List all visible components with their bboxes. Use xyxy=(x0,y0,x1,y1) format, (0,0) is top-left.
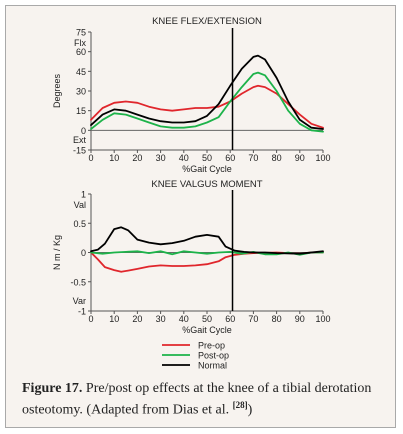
chart1-series-normal-line xyxy=(90,54,324,130)
chart1-x-axis-label: %Gait Cycle xyxy=(182,164,232,174)
chart2-series-normal-line xyxy=(90,226,324,255)
chart1-y-tick-label: 15 xyxy=(76,106,86,116)
chart2-x-axis-label: %Gait Cycle xyxy=(182,325,232,335)
figure-frame xyxy=(5,5,396,428)
chart2-x-tick-label: 100 xyxy=(315,314,330,324)
caption-end: ) xyxy=(247,402,253,418)
legend-post-op-label: Post-op xyxy=(198,351,229,361)
chart2-x-tick-label: 70 xyxy=(248,314,258,324)
chart1-series-pre-op-line xyxy=(90,84,324,129)
chart2-x-tick-label: 10 xyxy=(109,314,119,324)
chart1-y-tick-label: 75 xyxy=(76,28,86,38)
chart1-x-tick-label: 90 xyxy=(295,153,305,163)
figure-caption: Figure 17. Pre/post op effects at the kn… xyxy=(22,380,392,419)
chart2-x-tick-label: 30 xyxy=(156,314,166,324)
chart1-y-tick-label: 30 xyxy=(76,87,86,97)
legend-pre-op-label: Pre-op xyxy=(198,341,225,351)
chart2-x-tick-label: 50 xyxy=(202,314,212,324)
chart2-y-tick-label: -0.5 xyxy=(70,277,86,287)
chart1-bottom-direction-label: Ext xyxy=(73,135,87,145)
chart1-x-tick-label: 20 xyxy=(132,153,142,163)
chart2-y-tick-label: 0.5 xyxy=(73,219,86,229)
chart1-x-tick-label: 70 xyxy=(248,153,258,163)
caption-reference: [28] xyxy=(232,400,248,410)
chart2-series-pre-op-line xyxy=(90,251,324,273)
chart1-x-tick-label: 30 xyxy=(156,153,166,163)
chart2-x-tick-label: 20 xyxy=(132,314,142,324)
chart2-x-tick-label: 60 xyxy=(225,314,235,324)
chart1-x-tick-label: 0 xyxy=(88,153,93,163)
chart2-top-direction-label: Val xyxy=(74,200,86,210)
chart2-x-tick-label: 0 xyxy=(88,314,93,324)
chart2-x-tick-label: 40 xyxy=(179,314,189,324)
caption-label: Figure 17. xyxy=(22,381,83,396)
chart2-bottom-direction-label: Var xyxy=(73,296,86,306)
chart1-x-tick-label: 10 xyxy=(109,153,119,163)
caption-text: Pre/post op effects at the knee of a tib… xyxy=(22,381,372,418)
chart1-x-tick-label: 40 xyxy=(179,153,189,163)
chart1-x-tick-label: 60 xyxy=(225,153,235,163)
chart2-y-tick-label: -1 xyxy=(78,307,86,317)
chart2-y-tick-label: 0 xyxy=(81,248,86,258)
legend-normal-label: Normal xyxy=(198,361,227,371)
chart1-y-axis-label: Degrees xyxy=(52,73,62,108)
chart1-y-tick-label: 60 xyxy=(76,47,86,57)
chart1-top-direction-label: Flx xyxy=(74,38,86,48)
chart1-y-tick-label: 0 xyxy=(81,126,86,136)
chart1-y-tick-label: 45 xyxy=(76,67,86,77)
chart2-y-axis-label: N m / Kg xyxy=(52,235,62,270)
chart1-x-tick-label: 80 xyxy=(272,153,282,163)
chart1-y-tick-label: -15 xyxy=(73,146,86,156)
chart1-x-tick-label: 100 xyxy=(315,153,330,163)
chart1-title: KNEE FLEX/EXTENSION xyxy=(152,16,262,27)
chart2-x-tick-label: 90 xyxy=(295,314,305,324)
chart2-y-tick-label: 1 xyxy=(81,190,86,200)
chart1-x-tick-label: 50 xyxy=(202,153,212,163)
chart2-x-tick-label: 80 xyxy=(272,314,282,324)
chart1-series-post-op-line xyxy=(90,71,324,133)
chart2-title: KNEE VALGUS MOMENT xyxy=(151,179,262,190)
